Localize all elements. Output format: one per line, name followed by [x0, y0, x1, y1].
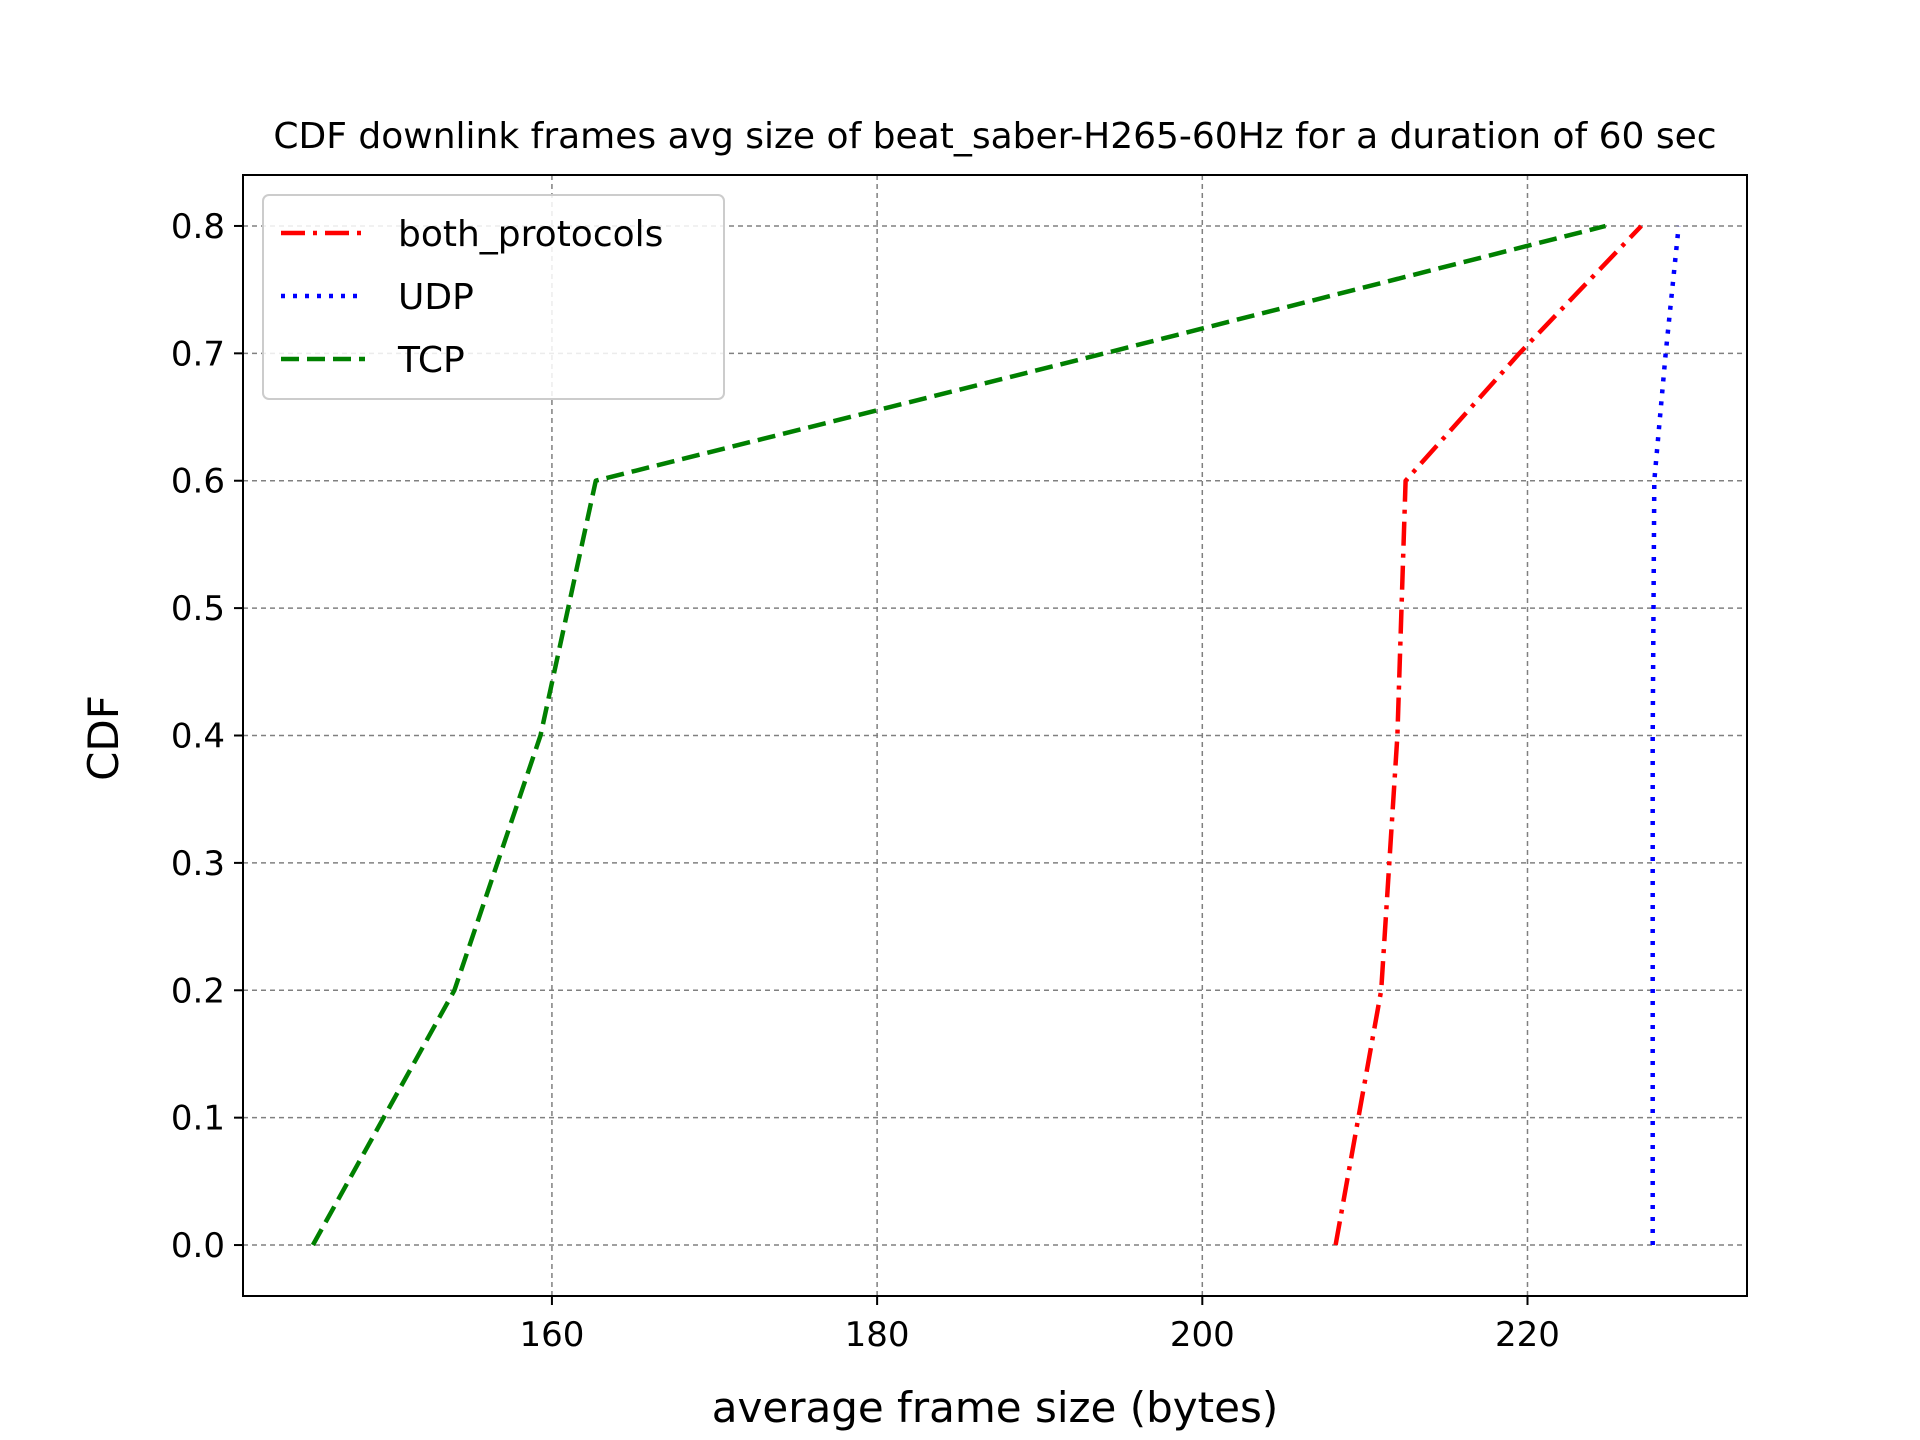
- x-tick-label: 220: [1495, 1315, 1560, 1355]
- series-line-udp: [1650, 225, 1681, 1245]
- series-line-tcp: [310, 223, 1607, 1247]
- y-tick-label: 0.3: [171, 844, 225, 884]
- x-axis-label: average frame size (bytes): [712, 1383, 1278, 1432]
- legend-entries: both_protocols UDP TCP: [281, 214, 663, 381]
- axis-ticks: 160 180 200 220 0.0 0.1 0.2 0.3 0.4 0.5 0.6 0.7 0.8: [171, 207, 1560, 1355]
- legend-box: [262, 194, 725, 400]
- series-lines: [310, 223, 1681, 1247]
- y-tick-label: 0.0: [171, 1226, 225, 1266]
- x-tick-label: 180: [845, 1315, 910, 1355]
- y-tick-label: 0.2: [171, 971, 225, 1011]
- grid: [243, 175, 1747, 1296]
- chart-title: CDF downlink frames avg size of beat_sab…: [273, 116, 1716, 157]
- y-axis-label: CDF: [79, 695, 128, 781]
- series-line-both-protocols: [1333, 224, 1643, 1246]
- x-tick-label: 160: [519, 1315, 584, 1355]
- y-tick-label: 0.7: [171, 334, 225, 374]
- legend: both_protocols UDP TCP: [262, 194, 725, 400]
- y-tick-label: 0.5: [171, 589, 225, 629]
- y-tick-label: 0.8: [171, 207, 225, 247]
- legend-label-both-protocols: both_protocols: [398, 214, 663, 255]
- y-tick-label: 0.1: [171, 1099, 225, 1139]
- y-tick-label: 0.4: [171, 717, 225, 757]
- x-tick-label: 200: [1170, 1315, 1235, 1355]
- legend-label-udp: UDP: [398, 277, 474, 318]
- y-tick-label: 0.6: [171, 462, 225, 502]
- legend-label-tcp: TCP: [397, 340, 465, 381]
